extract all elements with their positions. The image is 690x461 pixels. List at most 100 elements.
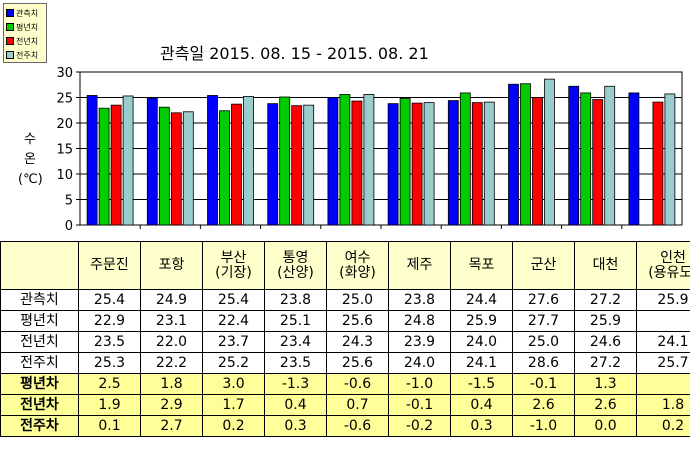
column-header: 제주 xyxy=(388,241,451,290)
column-header-line: 군산 xyxy=(530,257,557,273)
bar-포항-관측치 xyxy=(146,97,158,226)
bar-포항-전년치 xyxy=(170,112,182,226)
table-cell: 23.9 xyxy=(388,331,451,353)
y-tick-label: 30 xyxy=(56,66,73,81)
table-row: 평년차 2.5 1.8 3.0 -1.3 -0.6 -1.0 -1.5 -0.1 1.3 xyxy=(0,373,690,395)
bar-통영-평년치 xyxy=(279,96,291,226)
table-cell: 23.4 xyxy=(264,331,327,353)
bar-주문진-평년치 xyxy=(98,107,110,226)
bar-인천-전주치 xyxy=(664,93,676,226)
row-label: 전년차 xyxy=(0,394,79,416)
column-header-line: 여수 xyxy=(344,249,371,266)
table-cell: 3.0 xyxy=(202,373,265,395)
column-header: 부산 (기장) xyxy=(202,241,265,290)
table-cell: 2.5 xyxy=(78,373,141,395)
table-cell: 0.2 xyxy=(202,415,265,437)
bar-여수-전년치 xyxy=(351,100,363,226)
row-label: 전년치 xyxy=(0,331,79,353)
row-label: 관측치 xyxy=(0,289,79,311)
y-tick-label: 20 xyxy=(56,117,73,132)
table-cell: -0.6 xyxy=(326,415,389,437)
bar-제주-관측치 xyxy=(387,103,399,226)
column-header-line: 통영 xyxy=(282,249,309,266)
column-header: 여수 (화양) xyxy=(326,241,389,290)
bar-대천-전년치 xyxy=(592,99,604,226)
table-cell: 22.9 xyxy=(78,310,141,332)
table-cell: 25.6 xyxy=(326,310,389,332)
table-cell: 22.4 xyxy=(202,310,265,332)
y-axis-label-line: (℃) xyxy=(18,172,43,187)
table-cell: 23.5 xyxy=(78,331,141,353)
table-cell: 2.7 xyxy=(140,415,203,437)
bar-군산-전주치 xyxy=(544,78,555,226)
table-row: 전년치 23.5 22.0 23.7 23.4 24.3 23.9 24.0 25.0 24.6 2… xyxy=(0,331,690,353)
table-cell: 0.0 xyxy=(574,415,637,437)
table-cell: 27.2 xyxy=(574,352,637,374)
table-cell: 27.2 xyxy=(574,289,637,311)
table-cell: 24.0 xyxy=(388,352,451,374)
table-cell: 24.0 xyxy=(450,331,513,353)
table-cell: 27.7 xyxy=(512,310,575,332)
table-cell: 25.9 xyxy=(636,289,690,311)
legend-swatch xyxy=(6,23,14,31)
table-cell xyxy=(636,373,690,395)
table-cell: 1.8 xyxy=(140,373,203,395)
bar-제주-전년치 xyxy=(411,102,423,226)
table-row: 평년치 22.9 23.1 22.4 25.1 25.6 24.8 25.9 27.7 25.9 xyxy=(0,310,690,332)
legend-swatch xyxy=(6,9,14,17)
row-label: 전주차 xyxy=(0,415,79,437)
bar-통영-전주치 xyxy=(303,104,315,226)
table-cell: 0.3 xyxy=(264,415,327,437)
legend-label: 관측치 xyxy=(16,8,39,18)
bar-주문진-전년치 xyxy=(110,104,122,226)
table-cell: -1.0 xyxy=(388,373,451,395)
table-cell: 24.6 xyxy=(574,331,637,353)
y-tick-label: 0 xyxy=(65,219,73,234)
bar-목포-관측치 xyxy=(447,100,459,226)
bar-목포-전년치 xyxy=(471,102,483,226)
bar-제주-전주치 xyxy=(423,102,435,226)
table-cell: 1.8 xyxy=(636,394,690,416)
column-header: 목포 xyxy=(450,241,513,290)
table-cell: 25.3 xyxy=(78,352,141,374)
column-header-line: 인천 xyxy=(660,249,686,266)
table-cell: 25.1 xyxy=(264,310,327,332)
column-header-line: 목포 xyxy=(468,257,495,273)
table-cell: 23.1 xyxy=(140,310,203,332)
table-cell: 24.9 xyxy=(140,289,203,311)
table-cell: 23.8 xyxy=(264,289,327,311)
table-cell: 25.0 xyxy=(512,331,575,353)
bar-대천-관측치 xyxy=(568,85,580,226)
y-tick-label: 10 xyxy=(56,168,73,183)
legend-item: 전주치 xyxy=(6,48,44,62)
table-cell: 25.7 xyxy=(636,352,690,374)
bar-대천-전주치 xyxy=(604,85,616,226)
legend-label: 전주치 xyxy=(16,50,39,60)
table-row: 전주치 25.3 22.2 25.2 23.5 25.6 24.0 24.1 28.6 27.2 2… xyxy=(0,352,690,374)
column-header-line: (기장) xyxy=(215,264,252,281)
legend-item: 관측치 xyxy=(6,6,44,20)
bar-군산-전년치 xyxy=(532,97,543,226)
table-cell: 22.0 xyxy=(140,331,203,353)
chart-plot: 0 5 10 15 20 25 30 xyxy=(56,66,683,234)
table-cell: 0.4 xyxy=(450,394,513,416)
legend-swatch xyxy=(6,37,14,45)
column-header-line: 주문진 xyxy=(90,257,129,273)
table-cell xyxy=(636,310,690,332)
bar-군산-관측치 xyxy=(508,83,519,226)
table-cell: 1.3 xyxy=(574,373,637,395)
legend-swatch xyxy=(6,51,14,59)
bar-대천-평년치 xyxy=(580,92,592,226)
table-cell: 24.3 xyxy=(326,331,389,353)
column-header-line: (산양) xyxy=(277,264,314,281)
bar-주문진-관측치 xyxy=(86,95,98,226)
table-cell: 27.6 xyxy=(512,289,575,311)
table-cell: 24.8 xyxy=(388,310,451,332)
y-axis-label-line: 온 xyxy=(24,152,36,167)
bar-인천-전년치 xyxy=(652,101,664,226)
legend-item: 평년치 xyxy=(6,20,44,34)
bar-제주-평년치 xyxy=(399,98,411,226)
table-cell: 0.4 xyxy=(264,394,327,416)
table-cell: 0.3 xyxy=(450,415,513,437)
legend: 관측치 평년치 전년치 전주치 xyxy=(3,3,47,63)
